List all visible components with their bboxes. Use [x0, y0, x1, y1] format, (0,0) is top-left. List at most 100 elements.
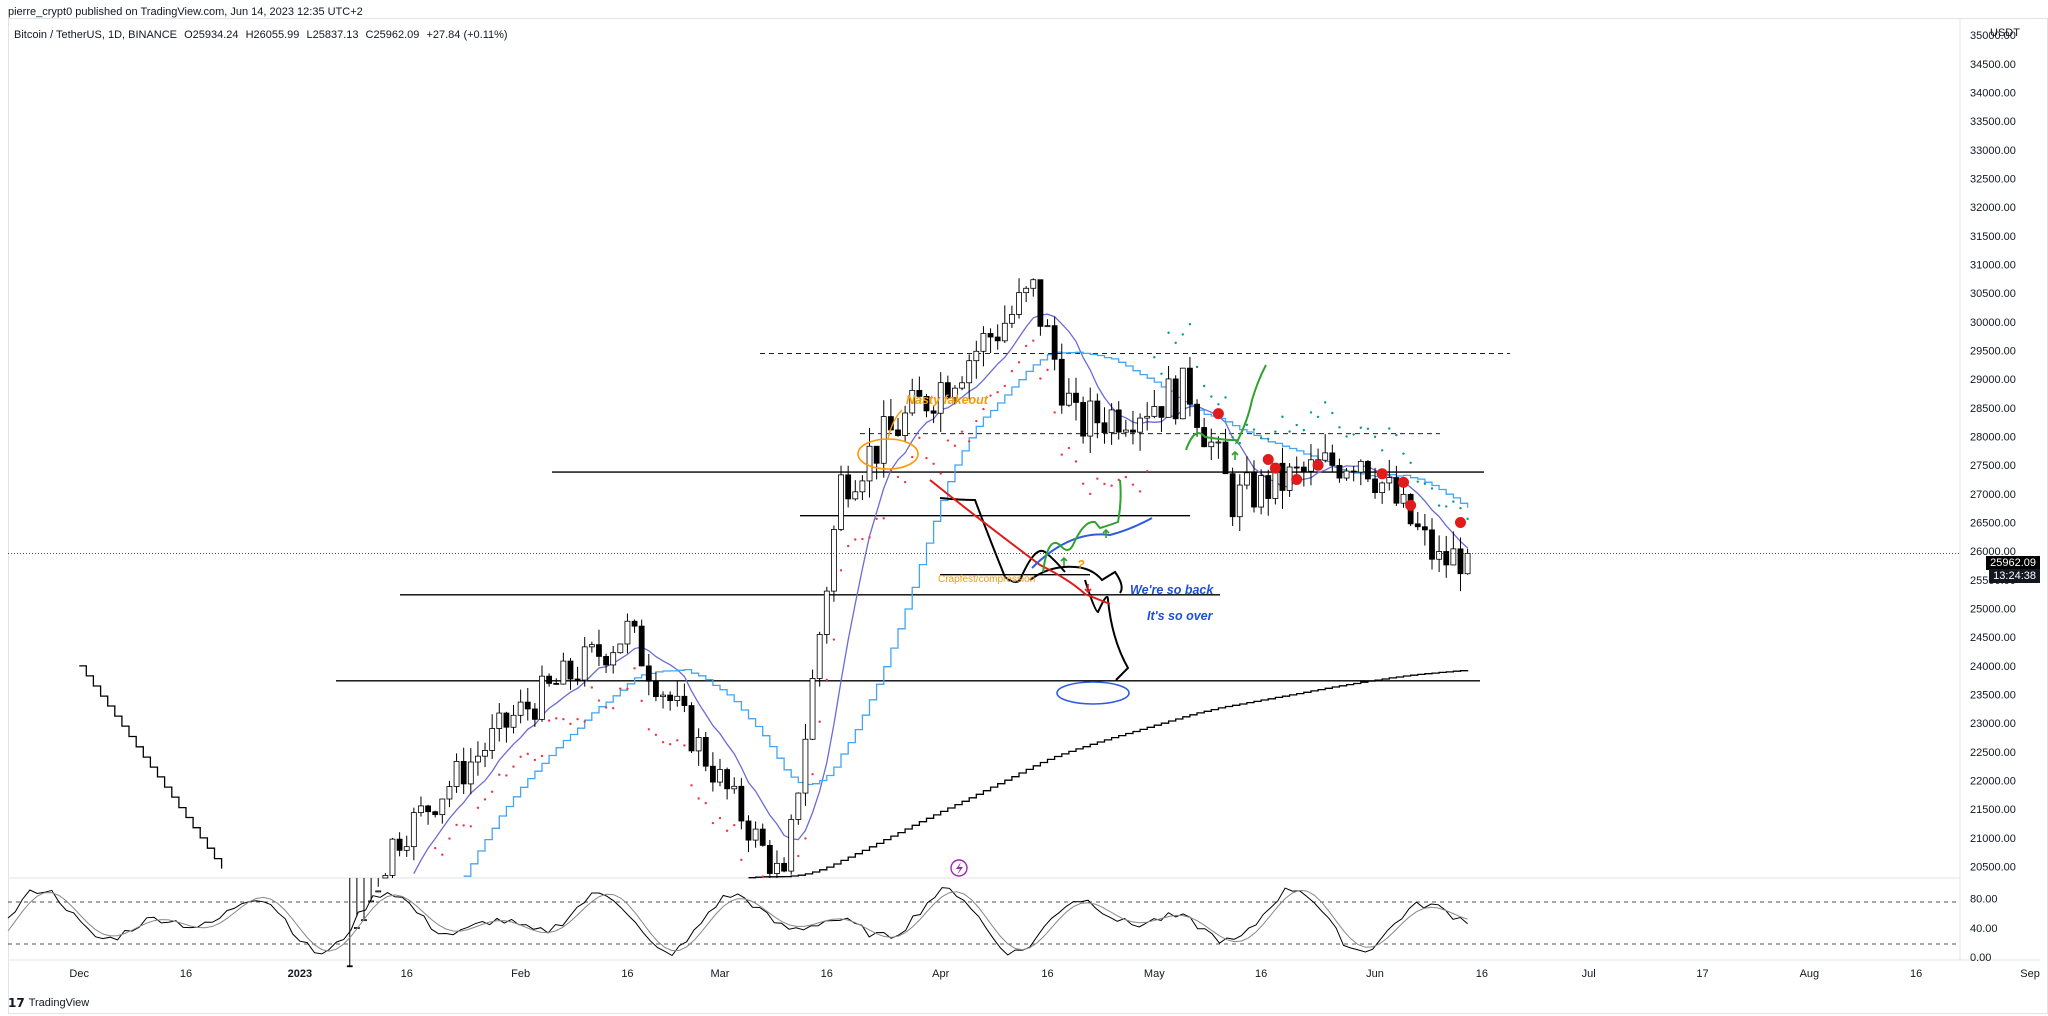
- sar-dot: [968, 440, 971, 443]
- candle: [1386, 459, 1393, 491]
- rejection-dot: [1312, 459, 1324, 471]
- sar-dot: [1402, 452, 1405, 455]
- sar-dot: [1366, 427, 1370, 430]
- candle: [1137, 413, 1143, 451]
- sar-dot: [1252, 428, 1256, 431]
- projection-path-black: [939, 497, 1066, 583]
- oscillator-tick-label: 80.00: [1970, 894, 1998, 906]
- sar-dot: [1210, 395, 1213, 398]
- price-tick-label: 27500.00: [1970, 460, 2016, 472]
- sar-dot: [469, 825, 472, 828]
- price-tick-label: 26500.00: [1970, 518, 2016, 530]
- ohlc-open: O25934.24: [184, 29, 239, 41]
- symbol-name[interactable]: Bitcoin / TetherUS, 1D, BINANCE: [14, 29, 178, 41]
- ohlc-change: +27.84 (+0.11%): [426, 29, 508, 41]
- sar-dot: [455, 823, 458, 827]
- candle: [531, 703, 538, 727]
- candle: [596, 629, 602, 666]
- sar-dot: [1423, 482, 1427, 485]
- ohlc-high: H26055.99: [245, 29, 300, 41]
- rejection-dot: [1262, 453, 1274, 465]
- candle: [1108, 403, 1115, 445]
- sar-dot: [555, 717, 558, 720]
- candle: [1379, 481, 1386, 504]
- sar-dot: [989, 394, 992, 397]
- sar-dot: [604, 706, 608, 709]
- candle: [581, 636, 588, 687]
- price-tick-label: 28500.00: [1970, 403, 2016, 415]
- sar-dot: [861, 537, 864, 541]
- price-axis-unit: USDT: [1990, 27, 2020, 39]
- price-tick-label: 31500.00: [1970, 231, 2016, 243]
- candle: [802, 723, 809, 806]
- candle: [752, 821, 759, 848]
- price-tick-label: 33000.00: [1970, 145, 2016, 157]
- candle: [1023, 286, 1030, 303]
- candle: [1315, 448, 1321, 462]
- candle: [959, 376, 965, 391]
- sar-dot: [1288, 430, 1291, 433]
- sar-dot: [498, 773, 501, 776]
- time-tick-label: Sep: [2020, 968, 2040, 980]
- stoch-d-line: [7, 889, 1468, 952]
- time-tick-label: Aug: [1800, 968, 1820, 980]
- sar-dot: [1096, 477, 1099, 480]
- candle: [1009, 305, 1015, 328]
- sar-dot: [1153, 356, 1156, 359]
- ohlc-low: L25837.13: [306, 29, 359, 41]
- sar-dot: [1437, 504, 1441, 507]
- candle: [553, 678, 560, 685]
- candle: [681, 683, 688, 713]
- sar-dot: [932, 462, 935, 466]
- sar-dot: [1338, 426, 1341, 429]
- sar-dot: [1345, 435, 1348, 438]
- candle: [1329, 444, 1336, 473]
- candle: [1101, 407, 1108, 444]
- sar-dot: [1146, 469, 1149, 473]
- sar-dot: [761, 875, 764, 878]
- sar-dot: [1202, 384, 1206, 388]
- parabolic-sar-dots: [434, 322, 1469, 878]
- sar-dot: [690, 784, 693, 787]
- time-tick-label: 16: [1476, 968, 1488, 980]
- sar-dot: [1316, 415, 1320, 419]
- candle: [845, 465, 852, 508]
- candle: [1065, 378, 1072, 407]
- time-tick-label: 17: [1696, 968, 1708, 980]
- price-tick-label: 26000.00: [1970, 546, 2016, 558]
- sar-dot: [1174, 341, 1177, 345]
- candle: [688, 702, 695, 753]
- candle: [1030, 278, 1037, 297]
- candle: [1165, 366, 1172, 418]
- candle: [838, 465, 844, 532]
- lightning-icon[interactable]: [950, 859, 968, 877]
- candle: [788, 814, 795, 875]
- candle: [952, 385, 958, 405]
- sar-dot: [953, 444, 957, 447]
- candle: [361, 878, 367, 922]
- resistance-curve-red: [929, 479, 1111, 605]
- sar-dot: [1074, 460, 1078, 463]
- published-line: pierre_crypt0 published on TradingView.c…: [8, 6, 363, 18]
- sar-dot: [1245, 423, 1249, 427]
- sar-dot: [1060, 453, 1063, 456]
- candle: [631, 619, 638, 633]
- sar-dot: [1302, 428, 1306, 432]
- time-axis[interactable]: Dec 16 2023 16 Feb 16 Mar 16 Apr 16 May 16 Jun 16 Jul 1…: [69, 968, 2048, 980]
- sar-dot: [1224, 396, 1227, 399]
- sar-dot: [911, 455, 914, 459]
- sar-dot: [1217, 403, 1220, 406]
- time-tick-label: 16: [821, 968, 833, 980]
- candle: [667, 691, 674, 711]
- tradingview-logo-text: TradingView: [28, 997, 90, 1009]
- sar-dot: [925, 456, 928, 460]
- candle: [695, 728, 702, 766]
- price-axis[interactable]: 35000.00 34500.00 34000.00 33500.00 33000.00…: [1970, 30, 2016, 873]
- sar-dot: [939, 472, 942, 475]
- candle: [1421, 513, 1428, 546]
- sar-dot: [1160, 372, 1163, 375]
- oscillator-pane[interactable]: 80.00 40.00 0.00: [7, 887, 1998, 964]
- tradingview-logo[interactable]: 𝟭𝟳 TradingView: [8, 996, 89, 1010]
- sar-dot: [825, 678, 828, 682]
